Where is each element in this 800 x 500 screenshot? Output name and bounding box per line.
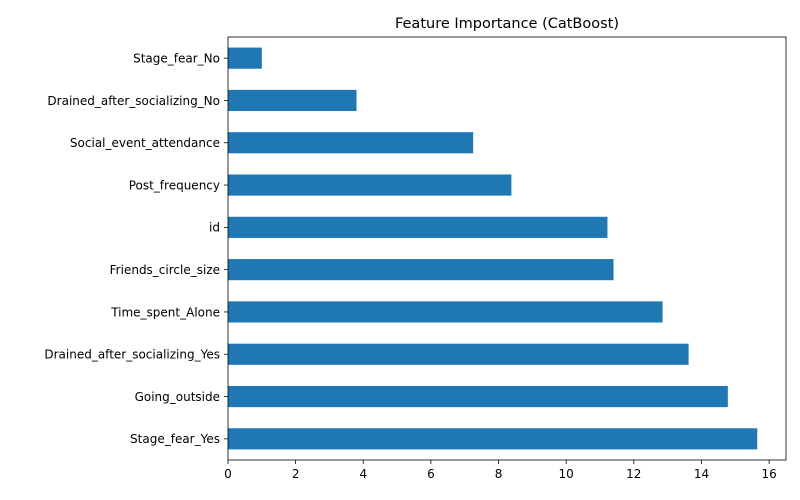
y-tick-label: Stage_fear_No <box>133 51 220 65</box>
bars-layer <box>228 47 758 450</box>
bar-stage-fear-no <box>228 47 262 69</box>
x-tick-label: 10 <box>559 467 574 481</box>
bar-stage-fear-yes <box>228 428 758 450</box>
y-tick-label: Social_event_attendance <box>70 136 220 150</box>
axes-layer: Stage_fear_No Drained_after_socializing_N… <box>44 36 787 481</box>
x-tick-label: 6 <box>427 467 435 481</box>
x-tick-label: 4 <box>359 467 367 481</box>
y-tick-label: Drained_after_socializing_No <box>47 94 220 108</box>
y-tick-label: Going_outside <box>135 390 220 404</box>
x-tick-label: 16 <box>761 467 776 481</box>
bar-post-frequency <box>228 174 512 196</box>
x-tick-label: 8 <box>495 467 503 481</box>
bar-time-spent-alone <box>228 301 663 323</box>
y-tick-label: id <box>209 221 220 235</box>
plot-frame <box>227 36 787 461</box>
x-tick-label: 0 <box>224 467 232 481</box>
bar-id <box>228 216 608 238</box>
bar-social-event-attendance <box>228 132 474 154</box>
x-tick-label: 12 <box>626 467 641 481</box>
y-tick-label: Drained_after_socializing_Yes <box>44 348 220 362</box>
bar-drained-after-socializing-no <box>228 89 357 112</box>
y-tick-label: Friends_circle_size <box>110 263 220 277</box>
x-tick-label: 14 <box>694 467 709 481</box>
y-tick-label: Time_spent_Alone <box>110 305 220 319</box>
x-tick-label: 2 <box>292 467 300 481</box>
y-tick-label: Post_frequency <box>129 178 220 192</box>
bar-friends-circle-size <box>228 259 614 281</box>
y-tick-label: Stage_fear_Yes <box>130 432 220 446</box>
bar-going-outside <box>228 385 728 408</box>
bar-drained-after-socializing-yes <box>228 343 689 365</box>
chart-title: Feature Importance (CatBoost) <box>395 16 619 32</box>
